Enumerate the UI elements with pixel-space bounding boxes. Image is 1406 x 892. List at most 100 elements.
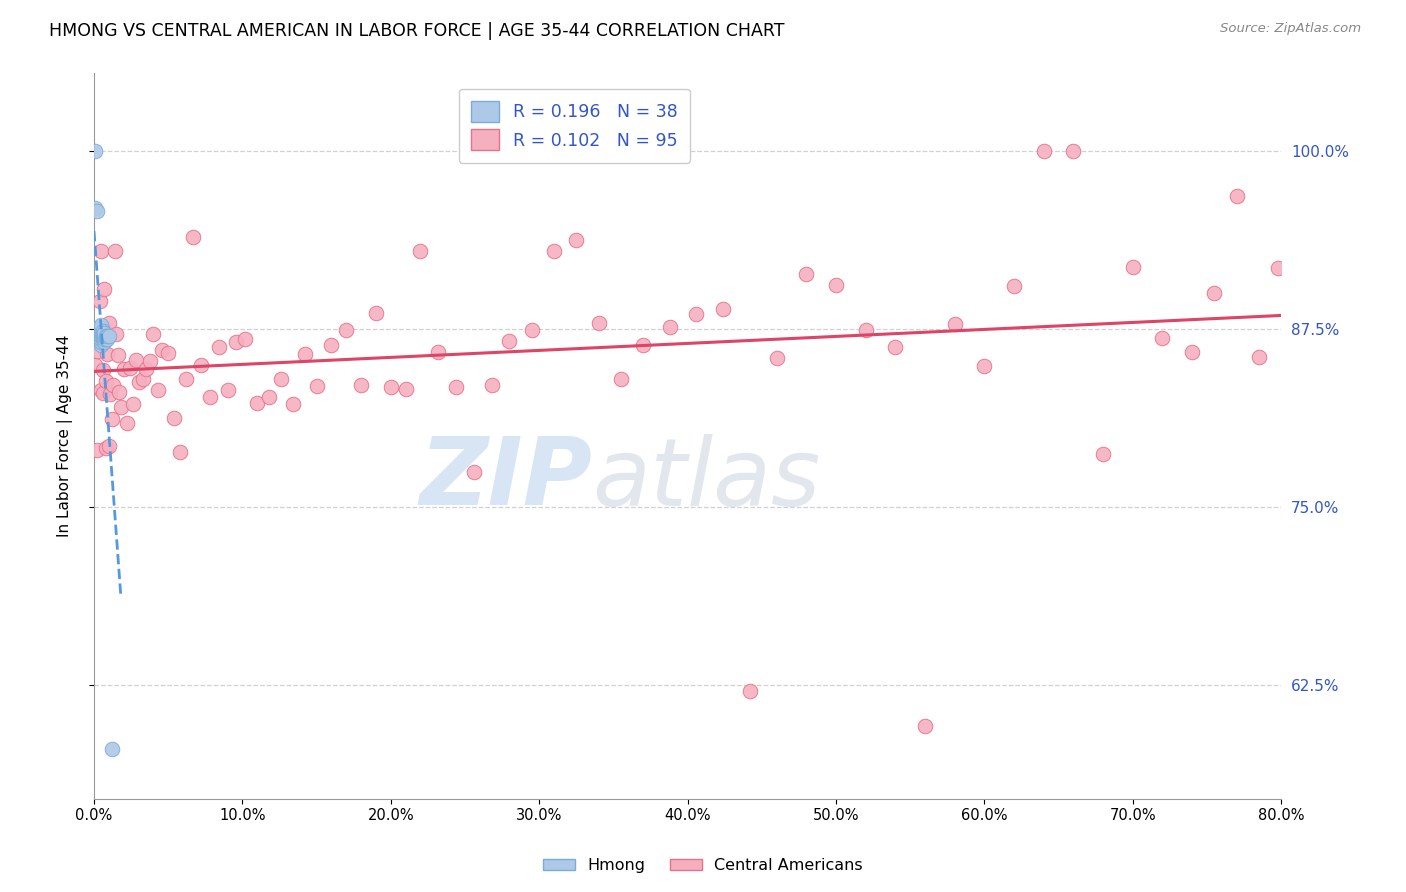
- Point: [225, 335, 247, 350]
- Point: [825, 278, 848, 293]
- Point: [183, 230, 205, 244]
- Point: [86, 322, 108, 336]
- Point: [281, 397, 304, 411]
- Point: [84, 201, 107, 215]
- Point: [97, 439, 120, 453]
- Point: [89, 324, 111, 338]
- Point: [631, 337, 654, 351]
- Point: [124, 352, 146, 367]
- Point: [90, 383, 112, 397]
- Point: [294, 347, 316, 361]
- Point: [91, 324, 114, 338]
- Point: [94, 329, 117, 343]
- Text: Source: ZipAtlas.com: Source: ZipAtlas.com: [1220, 22, 1361, 36]
- Point: [108, 385, 131, 400]
- Point: [89, 293, 111, 308]
- Point: [86, 329, 108, 343]
- Point: [321, 338, 343, 352]
- Point: [91, 329, 114, 343]
- Point: [794, 268, 817, 282]
- Point: [139, 354, 162, 368]
- Point: [101, 742, 124, 756]
- Point: [257, 390, 280, 404]
- Legend: R = 0.196   N = 38, R = 0.102   N = 95: R = 0.196 N = 38, R = 0.102 N = 95: [458, 89, 689, 162]
- Point: [1181, 344, 1204, 359]
- Point: [90, 334, 112, 349]
- Point: [150, 343, 173, 357]
- Point: [90, 320, 112, 334]
- Point: [91, 362, 114, 376]
- Point: [146, 384, 169, 398]
- Point: [115, 416, 138, 430]
- Point: [409, 244, 432, 258]
- Point: [174, 372, 197, 386]
- Point: [350, 378, 373, 392]
- Point: [1226, 189, 1249, 203]
- Point: [94, 332, 117, 346]
- Point: [855, 323, 877, 337]
- Point: [498, 334, 520, 348]
- Point: [87, 323, 110, 337]
- Point: [90, 318, 112, 332]
- Point: [208, 340, 231, 354]
- Point: [914, 719, 936, 733]
- Point: [91, 332, 114, 346]
- Point: [87, 332, 110, 346]
- Point: [163, 411, 186, 425]
- Point: [89, 320, 111, 334]
- Point: [444, 380, 467, 394]
- Point: [90, 329, 112, 343]
- Point: [217, 384, 239, 398]
- Point: [169, 445, 191, 459]
- Point: [270, 372, 292, 386]
- Point: [118, 360, 141, 375]
- Point: [89, 334, 111, 349]
- Point: [112, 362, 135, 376]
- Point: [658, 320, 681, 334]
- Point: [91, 386, 114, 401]
- Point: [96, 329, 118, 343]
- Point: [96, 332, 118, 346]
- Point: [97, 329, 120, 343]
- Point: [93, 326, 115, 341]
- Point: [943, 318, 966, 332]
- Point: [380, 380, 402, 394]
- Point: [91, 326, 114, 341]
- Point: [1122, 260, 1144, 275]
- Point: [711, 301, 734, 316]
- Point: [94, 441, 117, 455]
- Point: [93, 332, 115, 346]
- Point: [90, 324, 112, 338]
- Point: [90, 244, 112, 258]
- Point: [685, 307, 707, 321]
- Text: HMONG VS CENTRAL AMERICAN IN LABOR FORCE | AGE 35-44 CORRELATION CHART: HMONG VS CENTRAL AMERICAN IN LABOR FORCE…: [49, 22, 785, 40]
- Point: [128, 375, 150, 389]
- Point: [198, 390, 221, 404]
- Point: [610, 372, 633, 386]
- Point: [93, 282, 115, 296]
- Point: [364, 305, 387, 319]
- Point: [89, 329, 111, 343]
- Point: [89, 326, 111, 341]
- Point: [765, 351, 787, 366]
- Point: [973, 359, 995, 374]
- Point: [86, 442, 108, 457]
- Legend: Hmong, Central Americans: Hmong, Central Americans: [537, 852, 869, 880]
- Text: atlas: atlas: [592, 434, 821, 524]
- Point: [427, 344, 450, 359]
- Point: [84, 145, 107, 159]
- Point: [335, 323, 357, 337]
- Point: [105, 326, 128, 341]
- Point: [588, 316, 610, 330]
- Point: [101, 411, 124, 425]
- Point: [142, 327, 165, 342]
- Point: [463, 465, 485, 479]
- Point: [1204, 285, 1226, 300]
- Point: [543, 244, 565, 258]
- Point: [107, 348, 129, 362]
- Point: [104, 244, 127, 258]
- Point: [132, 372, 155, 386]
- Point: [1267, 260, 1289, 275]
- Point: [481, 378, 503, 392]
- Point: [110, 400, 132, 414]
